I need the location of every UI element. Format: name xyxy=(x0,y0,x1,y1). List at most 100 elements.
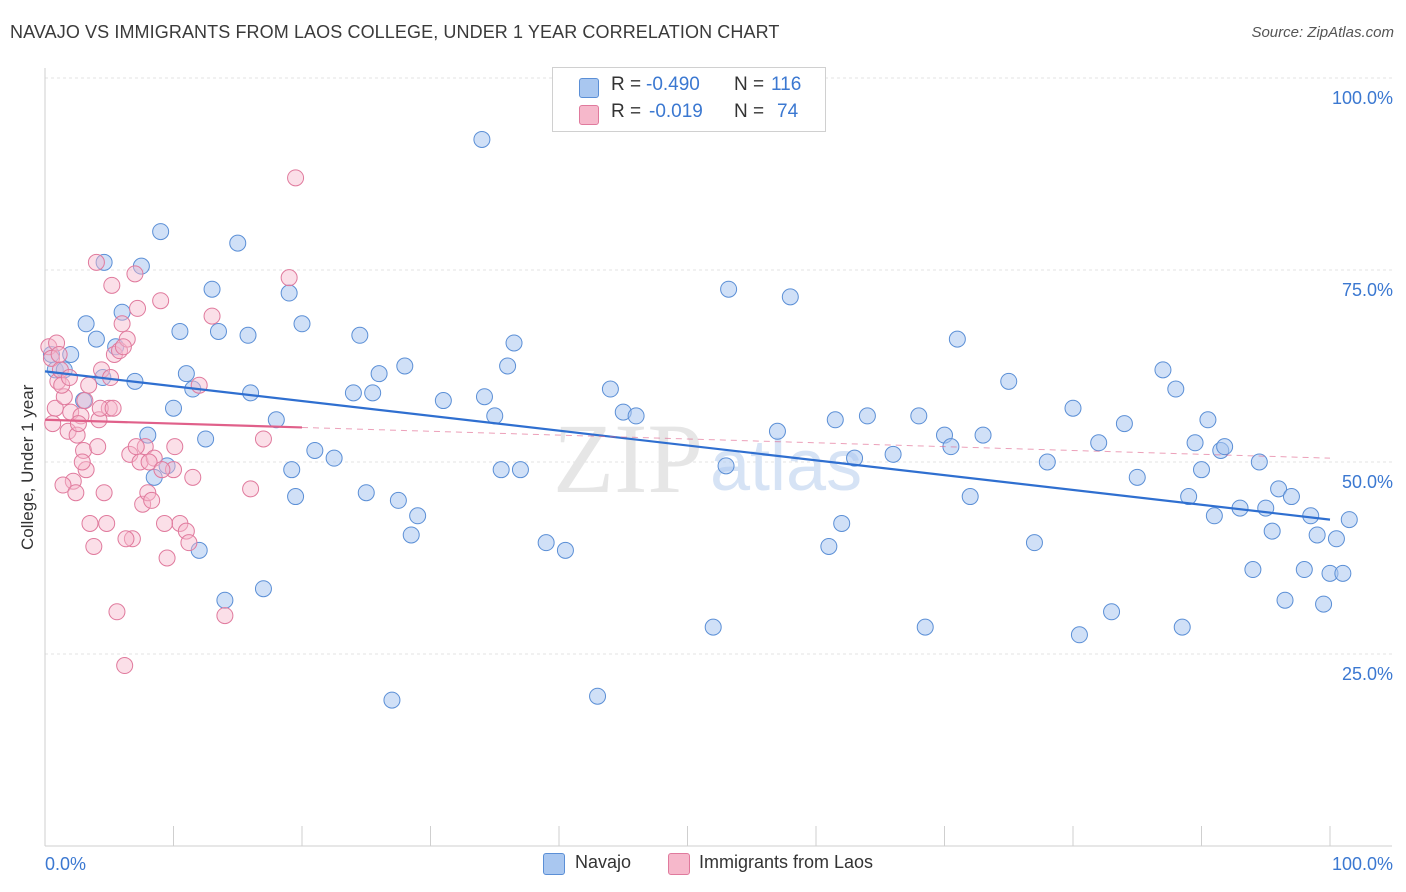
navajo-point xyxy=(974,426,992,444)
laos-point xyxy=(156,514,174,532)
navajo-point xyxy=(197,430,215,448)
laos-point xyxy=(118,330,136,348)
navajo-point xyxy=(820,537,838,555)
navajo-point xyxy=(152,223,170,241)
laos-point xyxy=(108,603,126,621)
laos-trend-line xyxy=(44,418,303,429)
laos-point xyxy=(139,484,157,502)
series-navajo xyxy=(42,130,1358,709)
watermark-zip: ZIP xyxy=(553,403,703,514)
navajo-point xyxy=(409,507,427,525)
navajo-point xyxy=(364,384,382,402)
navajo-point xyxy=(1186,434,1204,452)
navajo-point xyxy=(87,330,105,348)
navajo-point xyxy=(961,488,979,506)
stats-legend: R = -0.490 N = 116 R = -0.019 N = 74 xyxy=(552,67,826,132)
legend-row-laos: R = -0.019 N = 74 xyxy=(553,101,825,127)
laos-point xyxy=(166,438,184,456)
navajo-point xyxy=(910,407,928,425)
legend-row-navajo: R = -0.490 N = 116 xyxy=(553,74,825,100)
navajo-point xyxy=(1115,415,1133,433)
navajo-point xyxy=(1276,591,1294,609)
laos-point xyxy=(60,369,78,387)
laos-point xyxy=(73,453,91,471)
y-axis-label-wrap: College, Under 1 year xyxy=(18,385,38,750)
navajo-point xyxy=(720,280,738,298)
navajo-point xyxy=(62,345,80,363)
navajo-point xyxy=(280,284,298,302)
navajo-point xyxy=(511,461,529,479)
navajo-point xyxy=(434,392,452,410)
legend-swatch-laos xyxy=(579,105,599,125)
navajo-point xyxy=(556,541,574,559)
navajo-point xyxy=(826,411,844,429)
y-tick-label: 100.0% xyxy=(1332,88,1393,108)
legend-r-label: R = xyxy=(611,101,642,122)
laos-point xyxy=(184,468,202,486)
laos-point xyxy=(113,315,131,333)
laos-point xyxy=(104,399,122,417)
navajo-point xyxy=(165,399,182,417)
laos-point xyxy=(98,514,116,532)
navajo-point xyxy=(325,449,343,467)
navajo-point xyxy=(884,445,902,463)
laos-point xyxy=(80,376,98,394)
navajo-point xyxy=(1250,453,1268,471)
navajo-point xyxy=(1205,507,1223,525)
navajo-point xyxy=(389,491,407,509)
navajo-point xyxy=(1308,526,1326,544)
laos-point xyxy=(85,537,103,555)
navajo-point xyxy=(846,449,864,467)
laos-point xyxy=(87,253,105,271)
navajo-point xyxy=(1216,438,1234,456)
laos-point xyxy=(203,307,221,325)
chart-title: NAVAJO VS IMMIGRANTS FROM LAOS COLLEGE, … xyxy=(10,22,780,42)
bottom-legend-swatch-navajo xyxy=(543,853,565,875)
navajo-point xyxy=(1128,468,1146,486)
legend-r-label: R = xyxy=(611,74,642,95)
navajo-point xyxy=(1064,399,1082,417)
navajo-point xyxy=(781,288,799,306)
navajo-point xyxy=(1025,534,1043,552)
navajo-point xyxy=(242,384,260,402)
x-tick-label: 100.0% xyxy=(1332,854,1393,874)
laos-point xyxy=(81,514,99,532)
laos-point xyxy=(95,484,113,502)
bottom-legend-swatch-laos xyxy=(668,853,690,875)
navajo-point xyxy=(492,461,510,479)
laos-point xyxy=(152,292,170,310)
laos-point xyxy=(54,476,72,494)
navajo-point xyxy=(229,234,247,252)
navajo-point xyxy=(537,534,555,552)
navajo-point xyxy=(1334,564,1352,582)
x-tick-label: 0.0% xyxy=(45,854,86,874)
legend-r-value: -0.019 xyxy=(649,101,703,122)
navajo-point xyxy=(948,330,966,348)
watermark: ZIP atlas xyxy=(553,403,862,514)
laos-point xyxy=(180,534,198,552)
laos-point xyxy=(126,265,144,283)
laos-point xyxy=(116,657,134,675)
legend-n-value: 74 xyxy=(777,101,799,122)
navajo-point xyxy=(627,407,645,425)
navajo-trend-line xyxy=(44,370,1331,521)
laos-point xyxy=(77,461,95,479)
laos-point xyxy=(69,415,87,433)
navajo-point xyxy=(1270,480,1288,498)
navajo-point xyxy=(351,326,369,344)
navajo-point xyxy=(858,407,876,425)
navajo-point xyxy=(396,357,414,375)
navajo-point xyxy=(370,365,388,383)
legend-n-value: 116 xyxy=(771,74,802,95)
navajo-point xyxy=(171,322,189,340)
trend-lines xyxy=(44,370,1331,521)
laos-point xyxy=(254,430,272,448)
laos-point xyxy=(216,607,234,625)
y-tick-label: 75.0% xyxy=(1342,280,1393,300)
tick-labels: 25.0% 50.0% 75.0% 100.0% 0.0% 100.0% xyxy=(45,88,1393,874)
navajo-point xyxy=(1193,461,1210,479)
watermark-atlas: atlas xyxy=(710,426,862,506)
navajo-point xyxy=(402,526,420,544)
laos-point xyxy=(50,345,68,363)
